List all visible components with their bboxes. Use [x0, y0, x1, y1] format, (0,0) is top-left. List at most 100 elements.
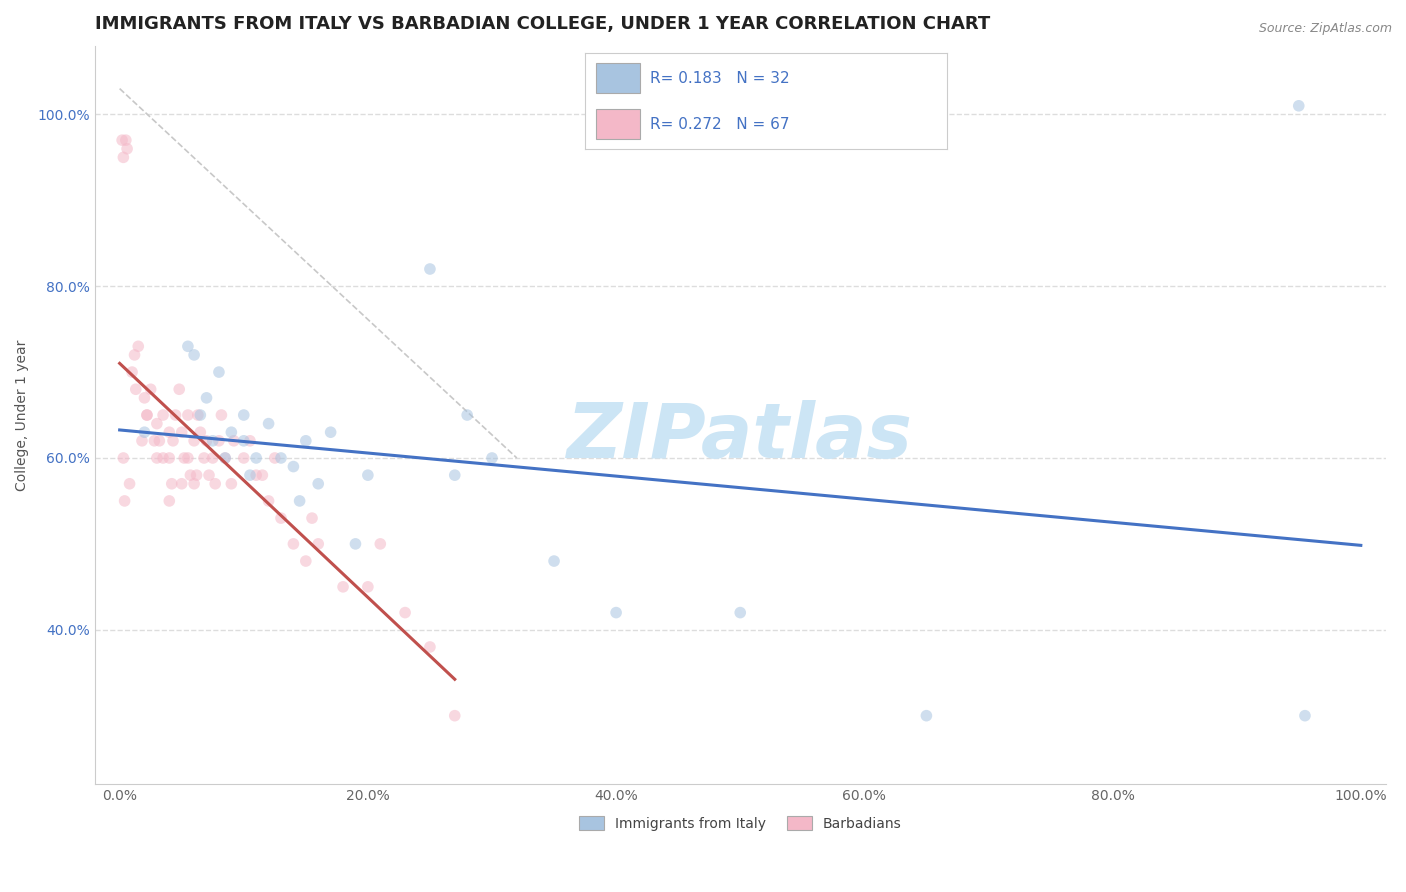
Point [1294, 708, 1316, 723]
Point [165, 408, 187, 422]
Point [125, 382, 148, 396]
Point [214, 450, 236, 465]
Point [245, 468, 267, 483]
Point [186, 468, 208, 483]
Point [167, 382, 190, 396]
Point [195, 434, 218, 448]
Point [257, 494, 280, 508]
Point [307, 476, 329, 491]
Point [170, 425, 193, 440]
Y-axis label: College, Under 1 year: College, Under 1 year [15, 339, 30, 491]
Point [118, 476, 141, 491]
Point [146, 417, 169, 431]
Point [239, 468, 262, 483]
Point [127, 339, 149, 353]
Point [208, 365, 231, 379]
Point [344, 537, 367, 551]
Point [357, 580, 380, 594]
Point [134, 391, 156, 405]
Point [183, 434, 205, 448]
Point [295, 434, 318, 448]
Point [112, 450, 135, 465]
Point [204, 476, 226, 491]
Point [195, 391, 218, 405]
Point [288, 494, 311, 508]
Point [456, 408, 478, 422]
Point [239, 434, 262, 448]
Point [177, 339, 200, 353]
Point [188, 425, 211, 440]
Point [114, 494, 136, 508]
Text: IMMIGRANTS FROM ITALY VS BARBADIAN COLLEGE, UNDER 1 YEAR CORRELATION CHART: IMMIGRANTS FROM ITALY VS BARBADIAN COLLE… [94, 15, 990, 33]
Point [115, 142, 138, 156]
Point [232, 434, 254, 448]
Point [368, 537, 391, 551]
Point [201, 434, 224, 448]
Point [214, 450, 236, 465]
Point [301, 511, 323, 525]
Point [188, 408, 211, 422]
Point [131, 434, 153, 448]
Point [283, 459, 305, 474]
Point [605, 606, 627, 620]
Point [157, 425, 180, 440]
Point [443, 708, 465, 723]
Point [143, 434, 166, 448]
Point [295, 554, 318, 568]
Point [307, 537, 329, 551]
Point [332, 580, 354, 594]
Point [160, 476, 183, 491]
Point [146, 450, 169, 465]
Point [162, 434, 184, 448]
Point [222, 434, 245, 448]
Point [270, 450, 292, 465]
Point [177, 450, 200, 465]
Point [221, 476, 243, 491]
Point [124, 348, 146, 362]
Point [198, 468, 221, 483]
Point [543, 554, 565, 568]
Point [252, 468, 274, 483]
Point [232, 408, 254, 422]
Point [183, 348, 205, 362]
Point [208, 434, 231, 448]
Point [193, 450, 215, 465]
Point [157, 494, 180, 508]
Point [170, 476, 193, 491]
Point [152, 450, 174, 465]
Point [121, 365, 143, 379]
Point [443, 468, 465, 483]
Point [245, 450, 267, 465]
Point [134, 425, 156, 440]
Point [115, 133, 138, 147]
Point [481, 450, 503, 465]
Point [319, 425, 342, 440]
Point [232, 450, 254, 465]
Point [152, 408, 174, 422]
Point [394, 606, 416, 620]
Point [257, 417, 280, 431]
Point [915, 708, 938, 723]
Text: Source: ZipAtlas.com: Source: ZipAtlas.com [1258, 22, 1392, 36]
Point [1288, 99, 1310, 113]
Point [177, 408, 200, 422]
Point [209, 408, 232, 422]
Point [728, 606, 751, 620]
Point [221, 425, 243, 440]
Point [136, 408, 159, 422]
Point [183, 476, 205, 491]
Legend: Immigrants from Italy, Barbadians: Immigrants from Italy, Barbadians [574, 811, 907, 837]
Point [173, 450, 195, 465]
Point [187, 408, 209, 422]
Point [419, 640, 441, 654]
Point [111, 133, 134, 147]
Point [419, 262, 441, 277]
Point [201, 450, 224, 465]
Point [157, 450, 180, 465]
Point [283, 537, 305, 551]
Point [112, 150, 135, 164]
Point [270, 511, 292, 525]
Point [139, 382, 162, 396]
Point [136, 408, 159, 422]
Text: ZIPatlas: ZIPatlas [567, 401, 914, 475]
